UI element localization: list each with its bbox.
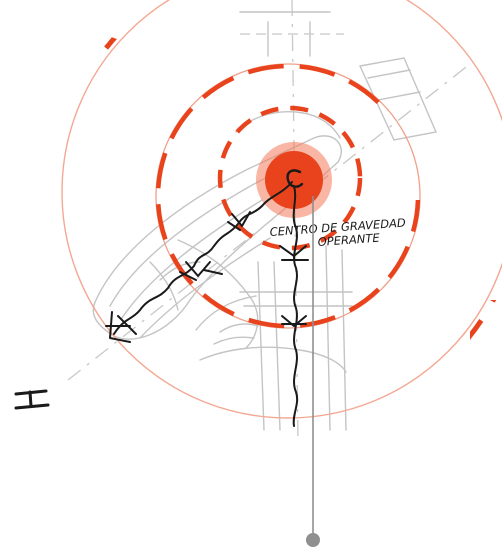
gravity-center-core	[265, 151, 323, 209]
gravity-center-glyph	[286, 169, 304, 188]
callout-leader	[306, 196, 320, 547]
force-arrows	[105, 181, 309, 427]
arrowhead-1	[227, 211, 251, 231]
arrowhead-2	[179, 261, 223, 281]
inner-dashed-ring	[217, 105, 363, 251]
annotation: CENTRO DE GRAVEDAD OPERANTE	[269, 216, 406, 249]
arrowhead-3	[105, 311, 137, 343]
diagonal-force-line	[113, 181, 293, 335]
middle-ring	[155, 63, 421, 329]
arrowhead-5	[281, 315, 307, 327]
side-mark	[14, 389, 50, 410]
vertical-force-line	[292, 185, 299, 427]
outer-ring	[61, 0, 502, 419]
annotation-line-2: OPERANTE	[317, 231, 381, 249]
callout-dot	[306, 533, 320, 547]
arrowhead-4	[279, 245, 309, 261]
